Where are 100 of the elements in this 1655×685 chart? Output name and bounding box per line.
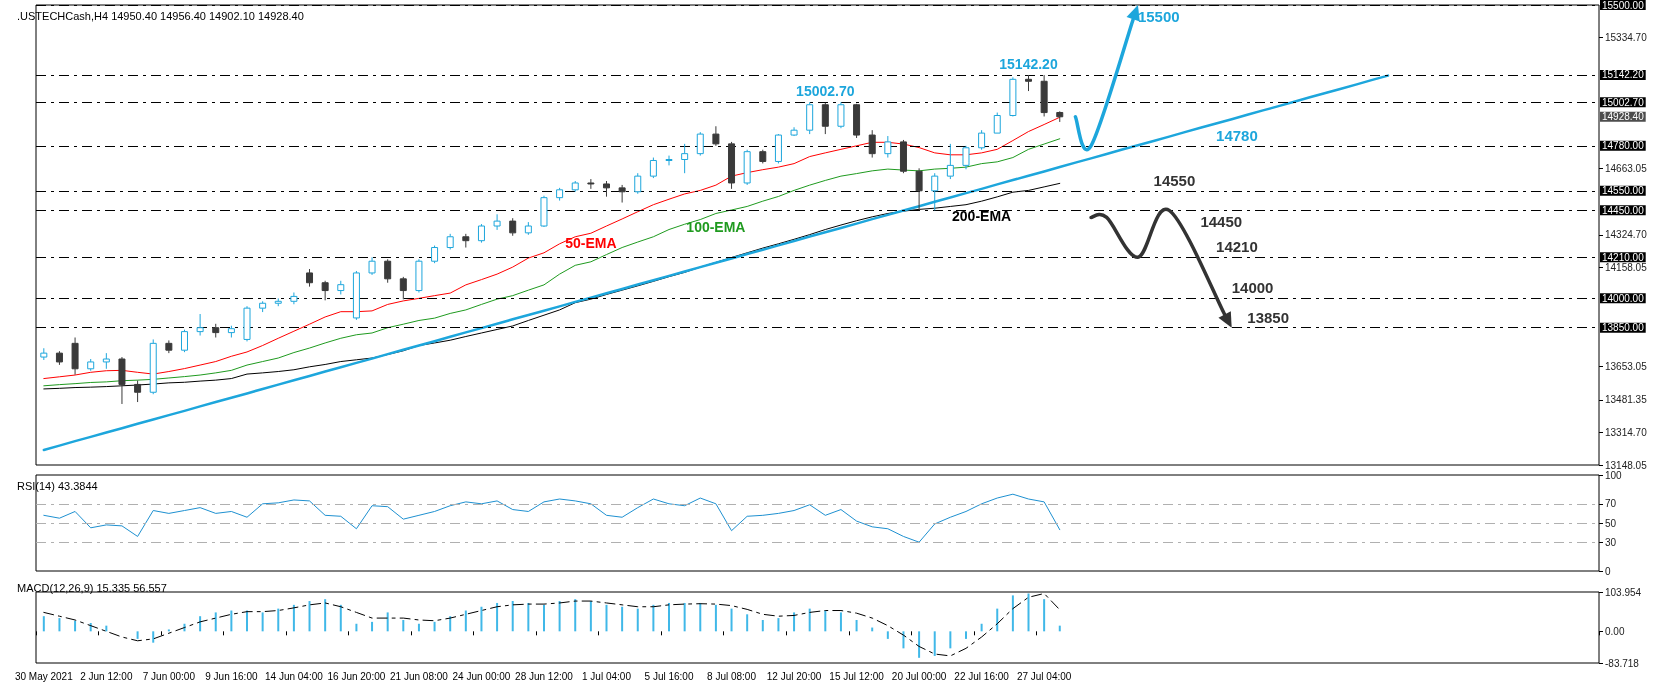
annotation: 13850 xyxy=(1247,308,1290,326)
bar xyxy=(246,610,249,632)
series-label: 100-EMA xyxy=(686,219,746,236)
x-tick-label: 28 Jun 12:00 xyxy=(515,670,574,682)
series-label: 200-EMA xyxy=(952,208,1012,225)
bar xyxy=(199,616,202,632)
ref-line-label: 15142.20 xyxy=(1602,69,1645,81)
bar xyxy=(636,608,639,632)
x-tick-label: 21 Jun 08:00 xyxy=(390,670,449,682)
bar xyxy=(902,631,905,649)
x-tick-label: 7 Jun 00:00 xyxy=(142,670,196,682)
x-tick-label: 20 Jul 00:00 xyxy=(891,670,947,682)
annotation: 14210 xyxy=(1216,238,1258,256)
bar xyxy=(683,602,686,632)
x-tick-label: 24 Jun 00:00 xyxy=(452,670,511,682)
bar xyxy=(746,614,749,632)
candlestick xyxy=(587,178,595,190)
bar xyxy=(464,610,467,632)
bar xyxy=(355,623,358,632)
candlestick xyxy=(165,339,173,354)
bar xyxy=(839,612,842,632)
bar xyxy=(933,631,936,656)
annotation: 15142.20 xyxy=(999,55,1058,72)
bar xyxy=(214,612,217,632)
bar xyxy=(949,631,952,649)
text: 14928.40 xyxy=(1602,111,1645,123)
bar xyxy=(761,619,764,632)
bar xyxy=(777,618,780,632)
y-tick-label: 30 xyxy=(1605,536,1617,548)
bar xyxy=(433,621,436,632)
candlestick xyxy=(712,125,720,147)
candlestick xyxy=(618,184,626,204)
bar xyxy=(339,604,342,632)
candlestick xyxy=(1025,74,1033,92)
y-tick-label: 15334.70 xyxy=(1605,31,1648,43)
bar xyxy=(152,631,155,643)
x-tick-label: 30 May 2021 xyxy=(14,670,74,682)
bar xyxy=(652,604,655,632)
x-tick-label: 8 Jul 08:00 xyxy=(707,670,757,682)
bar xyxy=(308,601,311,632)
bar xyxy=(964,631,967,639)
y-tick-label: 13314.70 xyxy=(1605,426,1648,438)
ref-line-label: 14210.00 xyxy=(1602,251,1645,263)
y-tick-label: 13148.05 xyxy=(1605,459,1648,471)
bar xyxy=(402,619,405,632)
line-series xyxy=(42,74,1390,452)
bar xyxy=(292,604,295,632)
candlestick xyxy=(1056,111,1064,123)
candlestick xyxy=(71,336,79,376)
y-tick-label: 14158.05 xyxy=(1605,261,1648,273)
bar xyxy=(386,612,389,632)
bar xyxy=(417,623,420,632)
x-tick-label: 16 Jun 20:00 xyxy=(327,670,386,682)
series-label: 50-EMA xyxy=(565,235,617,252)
ref-line-label: 14450.00 xyxy=(1602,204,1645,216)
y-tick-label: -83.718 xyxy=(1605,657,1640,669)
bar xyxy=(324,599,327,632)
ref-line-label: 13850.00 xyxy=(1602,322,1645,334)
bar xyxy=(808,608,811,632)
bar xyxy=(542,604,545,632)
bar xyxy=(1027,593,1030,632)
chart-title: .USTECHCash,H4 14950.40 14956.40 14902.10 14928.40 xyxy=(17,9,304,22)
x-tick-label: 9 Jun 16:00 xyxy=(205,670,258,682)
ref-line-label: 14000.00 xyxy=(1602,292,1645,304)
bar xyxy=(58,618,61,632)
ref-line-label: 15002.70 xyxy=(1602,96,1645,108)
y-tick-label: 70 xyxy=(1605,498,1617,510)
candlestick xyxy=(415,258,423,294)
candlestick xyxy=(962,145,970,170)
annotation: 15500 xyxy=(1137,8,1180,25)
bar xyxy=(261,612,264,632)
annotation: 15002.70 xyxy=(796,83,855,100)
ref-line-label: 15500.00 xyxy=(1602,0,1645,11)
bar xyxy=(886,631,889,639)
bar xyxy=(699,602,702,632)
y-tick-label: 13653.05 xyxy=(1605,360,1648,372)
x-tick-label: 15 Jul 12:00 xyxy=(829,670,885,682)
line-series xyxy=(43,493,1061,543)
bar xyxy=(605,604,608,632)
candlestick xyxy=(290,292,298,305)
candlestick xyxy=(384,258,392,284)
bar xyxy=(449,616,452,632)
bar xyxy=(1058,625,1061,632)
bar xyxy=(730,608,733,632)
candlestick xyxy=(837,101,845,129)
bar xyxy=(480,606,483,632)
candlestick xyxy=(493,213,501,231)
bar xyxy=(277,608,280,632)
bar xyxy=(496,602,499,632)
annotation: 14780 xyxy=(1216,126,1258,144)
bar xyxy=(621,606,624,632)
bar xyxy=(371,621,374,632)
candlestick xyxy=(243,305,251,342)
y-tick-label: 0 xyxy=(1605,565,1611,577)
bar xyxy=(918,631,921,658)
y-tick-label: 14663.05 xyxy=(1605,163,1648,175)
bar xyxy=(74,620,77,632)
annotation: 14450 xyxy=(1200,213,1243,231)
candlestick xyxy=(196,313,204,337)
x-tick-label: 27 Jul 04:00 xyxy=(1016,670,1072,682)
